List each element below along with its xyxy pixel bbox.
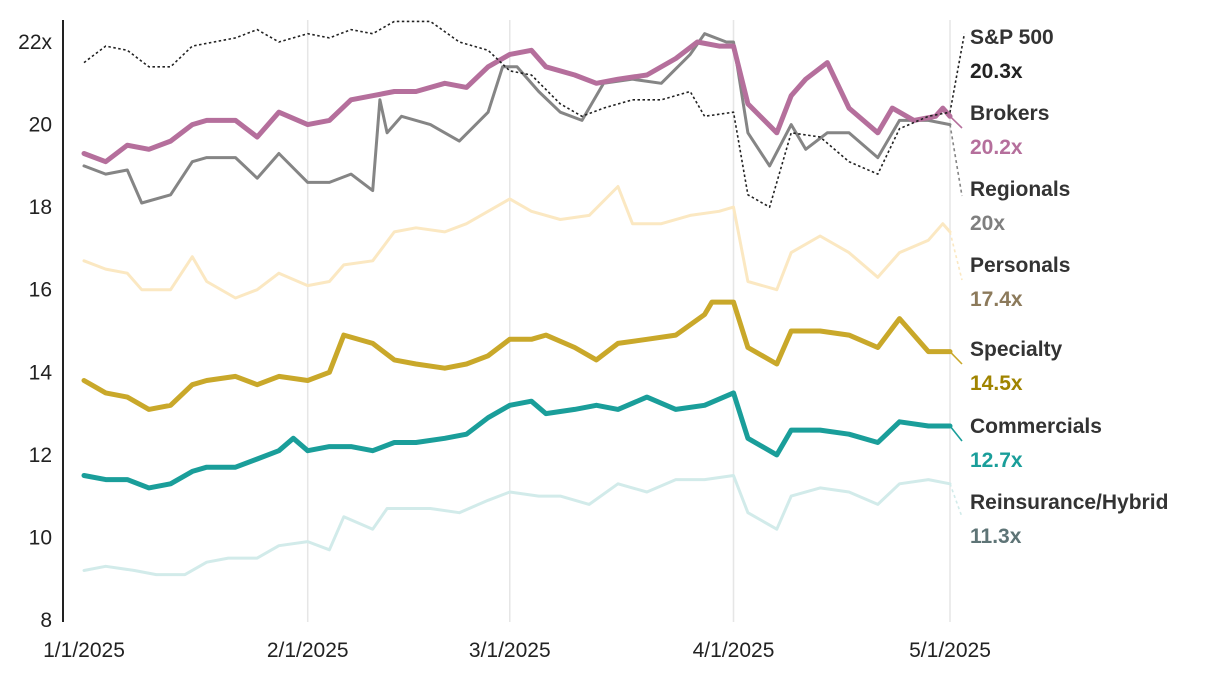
y-tick-label: 8 [40, 609, 52, 632]
x-tick-label: 4/1/2025 [693, 639, 775, 662]
series-value-reinsurance-hybrid: 11.3x [970, 525, 1022, 548]
series-line-commercials [81, 390, 953, 491]
axes: 1/1/2025 2/1/2025 3/1/2025 4/1/2025 5/1/2025… [18, 20, 991, 662]
series-label-regionals: Regionals [970, 178, 1070, 201]
series-value-brokers: 20.2x [970, 136, 1023, 159]
y-tick-label: 20 [29, 114, 52, 137]
label-connector-regionals [949, 124, 963, 197]
label-connector-reinsurance-hybrid [949, 483, 963, 518]
label-connector-personals [949, 231, 963, 281]
series-label-commercials: Commercials [970, 415, 1102, 438]
series-line-reinsurance-hybrid [82, 474, 952, 577]
grid [306, 20, 951, 622]
series-line-regionals [82, 32, 952, 205]
series-line-s-p-500 [83, 20, 966, 208]
series-label-s-p-500: S&P 500 [970, 26, 1054, 49]
y-tick-label: 22x [18, 31, 52, 54]
series-label-personals: Personals [970, 254, 1070, 277]
label-connector-brokers [949, 115, 963, 129]
series-value-s-p-500: 20.3x [970, 60, 1023, 83]
y-tick-label: 12 [29, 444, 52, 467]
y-tick-label: 16 [29, 279, 52, 302]
label-connector-commercials [949, 425, 963, 442]
series-line-personals [82, 185, 952, 300]
label-connector-specialty [949, 351, 963, 365]
series-label-reinsurance-hybrid: Reinsurance/Hybrid [970, 491, 1168, 514]
series-line-brokers [81, 39, 953, 165]
x-tick-label: 5/1/2025 [909, 639, 991, 662]
series-value-regionals: 20x [970, 212, 1005, 235]
y-tick-label: 10 [29, 526, 52, 549]
x-tick-label: 2/1/2025 [267, 639, 349, 662]
y-tick-label: 14 [29, 361, 53, 384]
series-value-personals: 17.4x [970, 288, 1023, 311]
series-label-specialty: Specialty [970, 338, 1063, 361]
x-tick-label: 3/1/2025 [469, 639, 551, 662]
x-tick-label: 1/1/2025 [43, 639, 125, 662]
series-value-specialty: 14.5x [970, 372, 1023, 395]
series-line-specialty [81, 299, 953, 412]
series-lines [81, 20, 966, 577]
series-labels: Reinsurance/Hybrid 11.3x Commercials 12.7x S… [949, 26, 1168, 548]
series-value-commercials: 12.7x [970, 449, 1023, 472]
series-label-brokers: Brokers [970, 102, 1049, 125]
y-tick-label: 18 [29, 196, 52, 219]
